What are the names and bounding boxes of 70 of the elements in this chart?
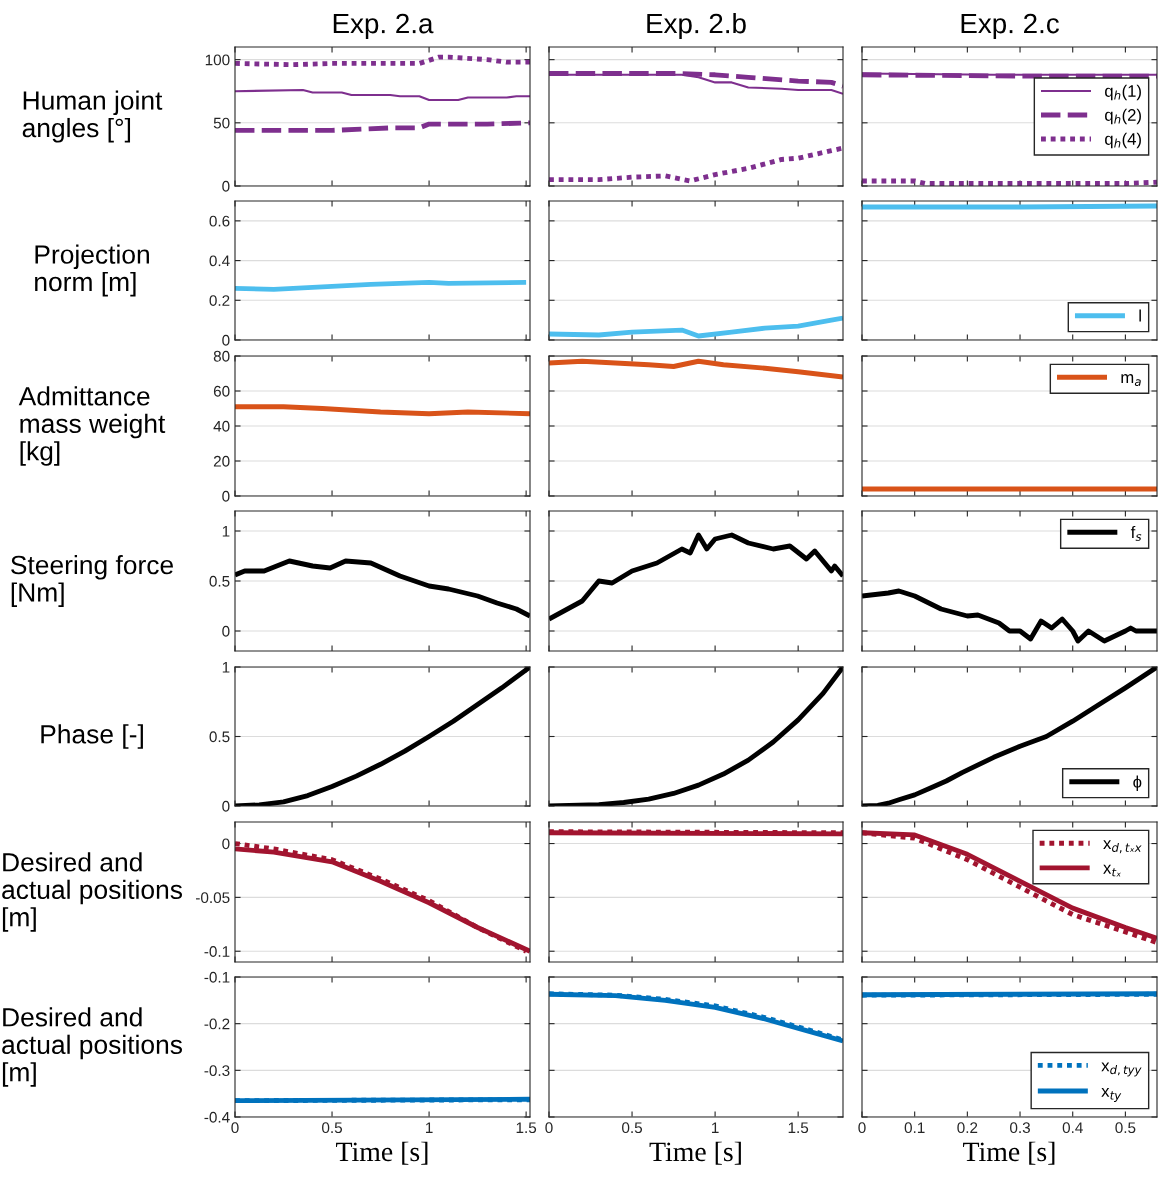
y-axis-title: Human joint angles [°]	[22, 90, 163, 143]
x-tick-label: 0	[545, 1122, 553, 1134]
line-series	[235, 667, 530, 806]
legend-label: x$_{ty}$	[1101, 1088, 1122, 1102]
x-tick-label: 0.5	[1115, 1122, 1136, 1134]
line-series	[235, 404, 530, 417]
legend-label: q$_{h}$(4)	[1105, 132, 1141, 149]
legend-label: x$_{d,tₓx}$	[1103, 840, 1142, 854]
x-tick-label: 1.5	[516, 1122, 537, 1134]
y-tick-label: -0.1	[204, 971, 230, 983]
line-series	[235, 120, 530, 133]
legend-label: q$_{h}$(1)	[1105, 84, 1141, 101]
y-tick-label: 0	[222, 180, 230, 192]
y-tick-label: 0.2	[209, 295, 230, 306]
x-axis-title: Time [s]	[649, 1141, 741, 1165]
chart-title: Exp. 2.a	[333, 13, 434, 39]
y-tick-label: 0	[222, 334, 230, 346]
y-tick-label: 40	[213, 420, 230, 432]
legend-label: x$_{d,tyy}$	[1101, 1062, 1142, 1077]
x-tick-label: 1	[712, 1122, 719, 1133]
y-tick-label: 50	[213, 117, 230, 129]
y-tick-label: 60	[213, 385, 230, 397]
x-tick-label: 0.5	[322, 1122, 343, 1134]
x-tick-label: 1	[426, 1122, 433, 1133]
x-tick-label: 1.5	[788, 1122, 809, 1134]
y-tick-label: 0.4	[209, 255, 230, 267]
line-series	[235, 88, 530, 102]
y-tick-label: 1	[222, 662, 230, 673]
y-tick-label: -0.2	[204, 1018, 230, 1030]
x-tick-label: 0	[858, 1122, 866, 1134]
y-tick-label: -0.4	[204, 1111, 230, 1123]
line-series	[235, 54, 530, 68]
y-axis-title: Desired and actual positions [m]	[2, 1007, 182, 1087]
y-tick-label: 0.6	[209, 215, 230, 227]
y-tick-label: 20	[213, 455, 230, 467]
x-tick-label: 0.5	[622, 1122, 643, 1134]
legend-label: q$_{h}$(2)	[1105, 108, 1141, 125]
x-axis-title: Time [s]	[336, 1141, 428, 1165]
y-tick-label: 80	[213, 350, 230, 362]
y-tick-label: -0.1	[204, 946, 230, 957]
x-tick-label: 0.2	[957, 1122, 978, 1134]
y-tick-label: 0.5	[209, 575, 230, 587]
y-axis-title: Admittance mass weight [kg]	[18, 386, 166, 466]
y-tick-label: -0.3	[204, 1065, 230, 1077]
y-tick-label: 0.5	[209, 731, 230, 743]
y-axis-title: Steering force [Nm]	[11, 554, 173, 608]
y-tick-label: 1	[222, 526, 230, 537]
x-tick-label: 0.4	[1062, 1122, 1083, 1134]
x-tick-label: 0.3	[1010, 1122, 1030, 1134]
line-series	[235, 558, 530, 619]
y-axis-title: Desired and actual positions [m]	[2, 852, 182, 932]
x-axis-title: Time [s]	[963, 1141, 1055, 1165]
legend-label: x$_{tₓ}$	[1103, 864, 1121, 877]
y-axis-title: Phase [-]	[41, 724, 143, 749]
x-tick-label: 0	[231, 1122, 239, 1134]
legend-label: l	[1139, 309, 1141, 322]
y-tick-label: 0	[222, 838, 230, 850]
legend-label: m$_{a}$	[1121, 374, 1141, 386]
x-tick-label: 0.1	[904, 1122, 925, 1134]
y-tick-label: 0	[222, 490, 230, 502]
chart-title: Exp. 2.c	[961, 13, 1059, 39]
y-axis-title: Projection norm [m]	[35, 244, 149, 297]
chart-title: Exp. 2.b	[647, 12, 746, 39]
legend-label: ϕ	[1133, 775, 1142, 791]
y-tick-label: 0	[222, 625, 230, 637]
line-series	[235, 279, 529, 292]
y-tick-label: 100	[205, 54, 230, 66]
y-tick-label: 0	[222, 800, 230, 812]
legend-label: f$_{s}$	[1130, 525, 1142, 541]
y-tick-label: -0.05	[196, 892, 230, 904]
